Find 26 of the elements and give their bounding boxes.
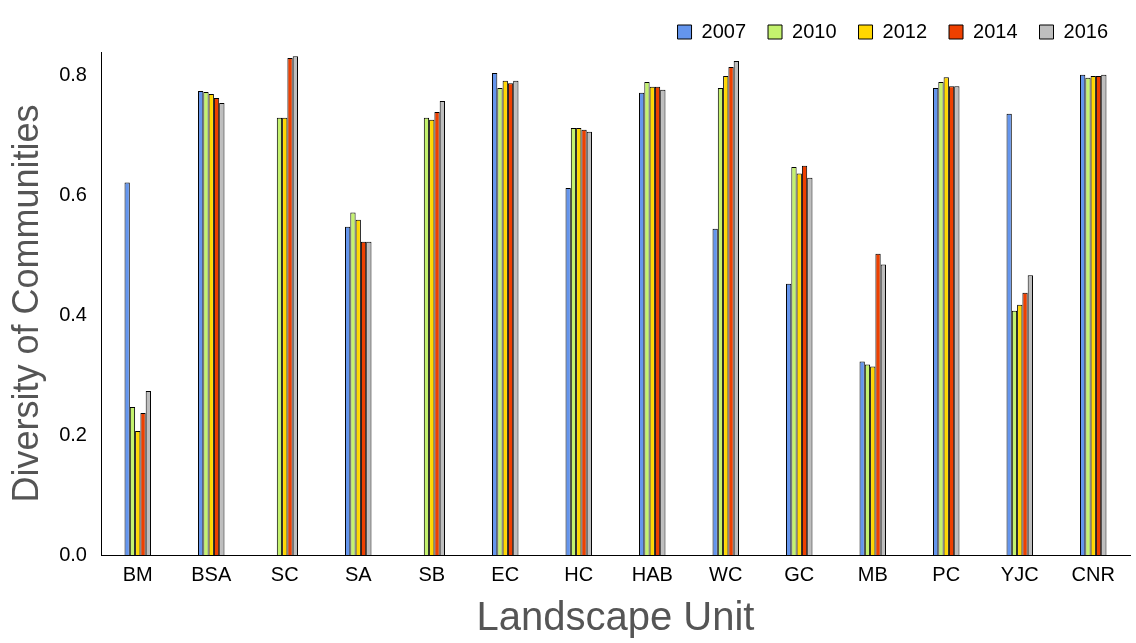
legend-label: 2014 bbox=[973, 19, 1018, 42]
x-tick-label: BM bbox=[122, 562, 153, 585]
x-tick-label: MB bbox=[857, 562, 888, 585]
legend-label: 2016 bbox=[1063, 19, 1109, 42]
x-tick-label: SC bbox=[270, 562, 299, 585]
y-tick-label: 0.0 bbox=[59, 542, 87, 565]
x-tick-label: BSA bbox=[191, 562, 232, 585]
legend-label: 2012 bbox=[882, 19, 928, 42]
y-axis-title: Diversity of Communities bbox=[4, 104, 46, 503]
x-tick-label: SB bbox=[418, 562, 446, 585]
x-tick-label: YJC bbox=[1000, 562, 1039, 585]
y-tick-label: 0.2 bbox=[59, 422, 87, 445]
x-tick-label: EC bbox=[491, 562, 520, 585]
x-tick-label: WC bbox=[709, 562, 743, 585]
x-tick-label: HAB bbox=[631, 562, 673, 585]
y-tick-label: 0.4 bbox=[59, 302, 87, 325]
legend-label: 2010 bbox=[792, 19, 837, 42]
y-tick-label: 0.6 bbox=[59, 183, 87, 206]
x-tick-label: PC bbox=[932, 562, 961, 585]
x-tick-label: SA bbox=[344, 562, 373, 585]
legend-label: 2007 bbox=[701, 19, 747, 42]
x-tick-label: CNR bbox=[1071, 562, 1115, 585]
x-tick-label: GC bbox=[784, 562, 815, 585]
y-tick-label: 0.8 bbox=[59, 63, 87, 86]
x-axis-title: Landscape Unit bbox=[476, 594, 755, 639]
x-tick-label: HC bbox=[564, 562, 594, 585]
